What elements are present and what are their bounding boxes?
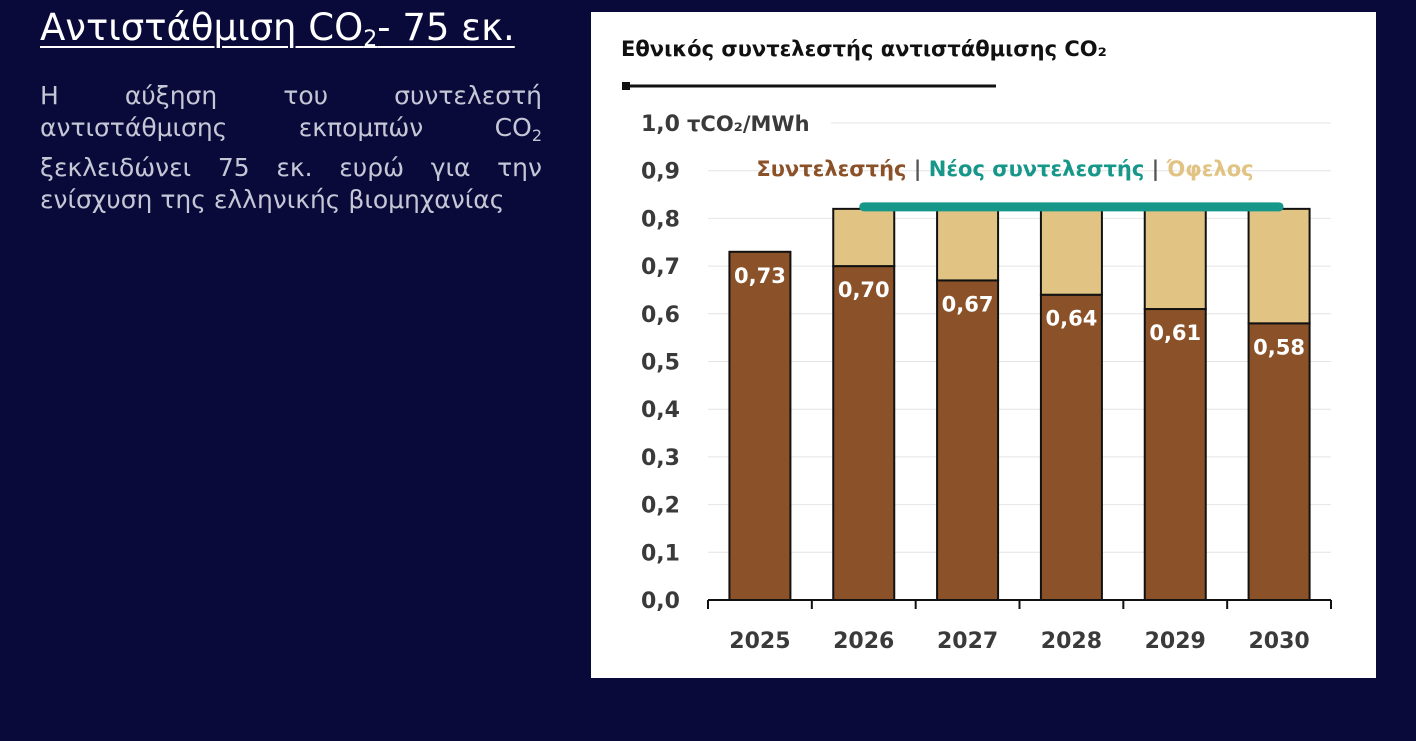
bar-coefficient — [728, 250, 792, 601]
bar-coefficient — [1247, 322, 1311, 601]
y-tick-label: 0,0 — [641, 589, 680, 614]
y-unit-label: τCO₂/MWh — [687, 112, 810, 136]
bar-benefit — [1039, 207, 1103, 296]
y-tick-label: 0,1 — [641, 541, 680, 566]
bar-benefit — [832, 207, 896, 268]
data-label: 0,64 — [1046, 307, 1098, 331]
body-text: Η αύξηση του συντελεστή αντιστάθμισης εκ… — [40, 81, 542, 214]
y-tick-label: 0,7 — [641, 255, 680, 280]
x-tick-label: 2030 — [1248, 629, 1309, 654]
bar-coefficient — [1143, 308, 1207, 601]
slide-title: Αντιστάθμιση CO2- 75 εκ. — [40, 6, 515, 52]
bar-benefit — [1247, 207, 1311, 325]
chart-title: Εθνικός συντελεστής αντιστάθμισης CO₂ — [621, 37, 1107, 61]
chart-legend: Συντελεστής | Νέος συντελεστής | Όφελος — [756, 157, 1253, 182]
x-tick-label: 2027 — [937, 629, 998, 654]
legend-item-coefficient: Συντελεστής — [756, 157, 906, 181]
legend-separator: | — [914, 157, 922, 182]
y-tick-label: 0,9 — [641, 160, 680, 185]
data-label: 0,67 — [942, 292, 994, 316]
y-tick-label: 0,5 — [641, 351, 680, 376]
x-tick-label: 2029 — [1145, 629, 1206, 654]
bar-coefficient — [832, 265, 896, 601]
bar-benefit — [936, 207, 1000, 282]
x-tick-label: 2026 — [833, 629, 894, 654]
bar-coefficient — [936, 279, 1000, 601]
data-label: 0,73 — [734, 264, 786, 288]
bar-coefficient — [1039, 293, 1103, 601]
chart-panel: Εθνικός συντελεστής αντιστάθμισης CO₂ 0,… — [591, 12, 1376, 678]
x-tick-label: 2025 — [729, 629, 790, 654]
y-tick-label: 0,8 — [641, 207, 680, 232]
x-tick-label: 2028 — [1041, 629, 1102, 654]
data-label: 0,70 — [838, 278, 890, 302]
legend-item-new-coefficient: Νέος συντελεστής — [929, 157, 1145, 181]
legend-item-benefit: Όφελος — [1166, 157, 1254, 181]
y-tick-label: 0,2 — [641, 494, 680, 519]
legend-separator: | — [1152, 157, 1160, 182]
bar-benefit — [1143, 207, 1207, 311]
y-tick-label: 0,6 — [641, 303, 680, 328]
data-label: 0,61 — [1149, 321, 1201, 345]
y-tick-label: 1,0 — [641, 112, 680, 137]
y-tick-label: 0,4 — [641, 398, 680, 423]
y-tick-label: 0,3 — [641, 446, 680, 471]
chart-svg: Εθνικός συντελεστής αντιστάθμισης CO₂ 0,… — [621, 37, 1332, 654]
data-label: 0,58 — [1253, 335, 1305, 359]
